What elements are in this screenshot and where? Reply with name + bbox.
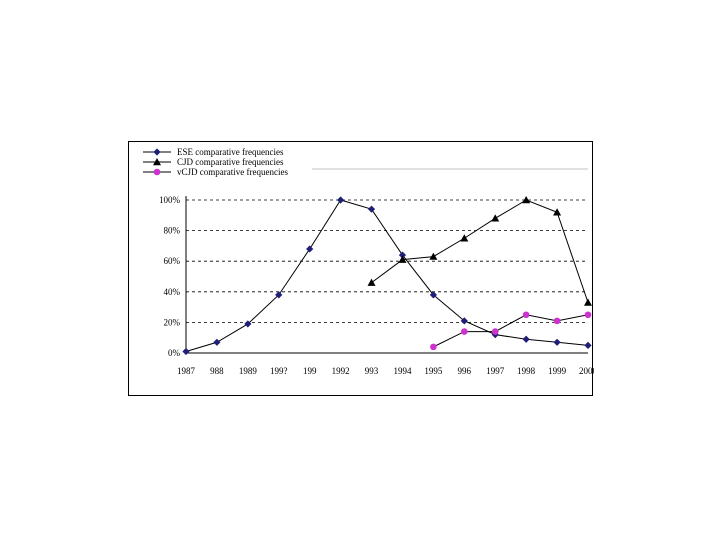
y-tick-label: 60% <box>164 256 181 266</box>
data-point-diamond <box>367 205 376 213</box>
x-tick-label: 1989 <box>239 366 257 376</box>
x-tick-label: 1997 <box>486 366 505 376</box>
data-point-circle <box>430 343 437 351</box>
legend-label: vCJD comparative frequencies <box>177 167 288 177</box>
data-point-diamond <box>460 317 468 325</box>
series-lines <box>182 196 592 356</box>
x-tick-label: 1992 <box>332 366 350 376</box>
data-point-diamond <box>553 338 561 346</box>
series-line <box>433 314 589 348</box>
axes: 100% 80% 60% 40% 20% 0% 1987 988 1989 199? 199 1992… <box>159 195 594 376</box>
data-point-triangle <box>429 252 438 260</box>
x-tick-label: 1998 <box>517 366 536 376</box>
chart-frame: 100% 80% 60% 40% 20% 0% 1987 988 1989 199? 199 1992… <box>128 141 594 396</box>
x-tick-label: 1994 <box>393 366 412 376</box>
data-point-circle <box>522 311 530 319</box>
data-point-circle <box>584 311 592 319</box>
grid-lines <box>186 199 588 323</box>
x-tick-label: 1999 <box>548 366 567 376</box>
x-tick-label: 1995 <box>424 366 443 376</box>
data-point-triangle <box>522 196 531 204</box>
y-tick-label: 40% <box>164 287 181 297</box>
data-point-diamond <box>153 148 161 156</box>
y-tick-label: 0% <box>168 348 181 358</box>
data-point-diamond <box>244 320 252 328</box>
legend-label: ESE comparative frequencies <box>177 147 284 157</box>
series <box>367 196 592 306</box>
x-tick-label: 2000 <box>579 366 594 376</box>
x-tick-label: 996 <box>458 366 472 376</box>
series-line <box>185 199 589 352</box>
data-point-circle <box>553 317 561 325</box>
series-line <box>371 199 589 303</box>
data-point-triangle <box>153 158 161 166</box>
data-point-circle <box>461 328 468 335</box>
data-point-diamond <box>182 347 190 356</box>
data-point-diamond <box>522 335 530 343</box>
y-tick-label: 100% <box>159 195 181 205</box>
data-point-diamond <box>584 341 592 349</box>
series <box>430 311 592 351</box>
data-point-circle <box>153 168 161 176</box>
data-point-circle <box>491 328 499 335</box>
data-point-diamond <box>213 338 221 346</box>
data-point-triangle <box>398 255 407 263</box>
data-point-triangle <box>491 214 500 222</box>
data-point-diamond <box>337 196 345 204</box>
y-tick-label: 80% <box>164 226 181 236</box>
x-tick-label: 199? <box>270 366 288 376</box>
y-tick-label: 20% <box>164 317 181 327</box>
x-tick-label: 199 <box>303 366 317 376</box>
legend-label: CJD comparative frequencies <box>177 157 284 167</box>
x-tick-label: 993 <box>365 366 379 376</box>
line-chart: 100% 80% 60% 40% 20% 0% 1987 988 1989 199? 199 1992… <box>137 146 594 376</box>
data-point-triangle <box>584 298 592 306</box>
series <box>182 196 592 356</box>
data-point-diamond <box>306 245 314 253</box>
x-tick-label: 1987 <box>177 366 196 376</box>
x-tick-label: 988 <box>210 366 224 376</box>
data-point-triangle <box>553 208 562 216</box>
data-point-triangle <box>367 278 376 286</box>
data-point-triangle <box>460 234 469 242</box>
